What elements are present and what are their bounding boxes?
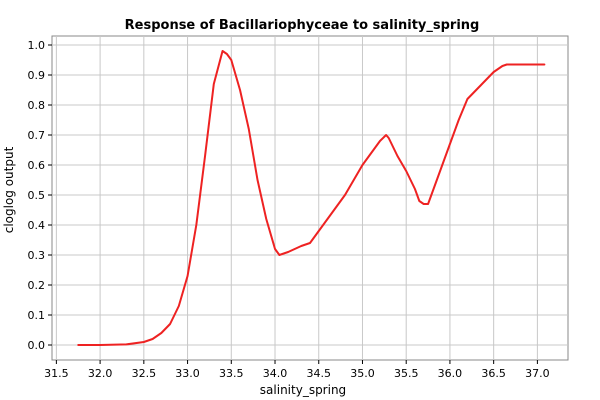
x-tick-label: 32.5 xyxy=(132,367,157,380)
y-tick-label: 0.6 xyxy=(28,159,46,172)
x-tick-label: 33.5 xyxy=(219,367,244,380)
x-tick-label: 34.0 xyxy=(263,367,288,380)
plot-area xyxy=(51,35,569,361)
y-tick-label: 0.9 xyxy=(28,69,46,82)
y-tick-label: 0.7 xyxy=(28,129,46,142)
grid xyxy=(52,36,568,360)
x-tick-label: 35.0 xyxy=(350,367,375,380)
x-tick-label: 36.0 xyxy=(438,367,463,380)
x-tick-label: 33.0 xyxy=(175,367,200,380)
y-tick-label: 0.3 xyxy=(28,249,46,262)
y-axis: 0.0 0.1 0.2 0.3 0.4 0.5 0.6 0.7 0.8 0.9 1.0 xyxy=(28,39,52,352)
series-line xyxy=(77,50,546,346)
y-axis-label: cloglog output xyxy=(2,146,16,233)
chart-title: Response of Bacillariophyceae to salinit… xyxy=(125,18,480,33)
x-axis: 31.5 32.0 32.5 33.0 33.5 34.0 34.5 35.0 35.5 36.0… xyxy=(44,360,550,380)
y-tick-label: 1.0 xyxy=(28,39,46,52)
y-tick-label: 0.5 xyxy=(28,189,46,202)
x-tick-label: 37.0 xyxy=(525,367,550,380)
x-tick-label: 36.5 xyxy=(481,367,506,380)
x-tick-label: 35.5 xyxy=(394,367,419,380)
y-tick-label: 0.2 xyxy=(28,279,46,292)
y-tick-label: 0.0 xyxy=(28,339,46,352)
x-tick-label: 31.5 xyxy=(44,367,69,380)
y-tick-label: 0.8 xyxy=(28,99,46,112)
x-axis-label: salinity_spring xyxy=(260,383,346,397)
x-tick-label: 34.5 xyxy=(306,367,331,380)
y-tick-label: 0.1 xyxy=(28,309,46,322)
y-tick-label: 0.4 xyxy=(28,219,46,232)
x-tick-label: 32.0 xyxy=(88,367,113,380)
